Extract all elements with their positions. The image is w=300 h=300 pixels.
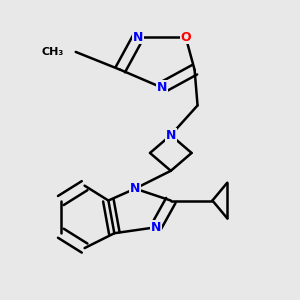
- Text: N: N: [157, 81, 167, 94]
- Text: CH₃: CH₃: [42, 47, 64, 57]
- Text: N: N: [133, 31, 143, 44]
- Text: N: N: [166, 129, 176, 142]
- Text: N: N: [130, 182, 140, 195]
- Text: O: O: [180, 31, 191, 44]
- Text: N: N: [151, 221, 161, 234]
